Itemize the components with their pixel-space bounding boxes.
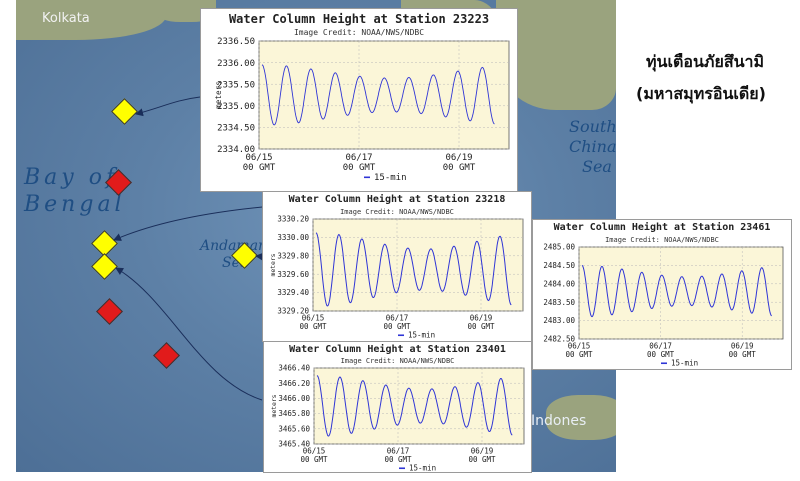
x-tick-label: 06/15	[245, 153, 272, 163]
land-india-coast	[16, 0, 166, 40]
y-tick-label: 3329.60	[277, 270, 309, 279]
y-tick-label: 2334.50	[217, 124, 255, 134]
series-line	[316, 375, 513, 437]
y-tick-label: 2336.00	[217, 59, 255, 69]
x-tick-label: 00 GMT	[343, 163, 376, 173]
chart-title: Water Column Height at Station 23218	[288, 194, 506, 205]
map-label-south-china-3: Sea	[582, 157, 612, 176]
legend-label: 15-min	[671, 359, 698, 368]
x-tick-label: 06/19	[470, 314, 493, 323]
chart-panel-23218: Water Column Height at Station 23218 Ima…	[262, 191, 532, 342]
x-tick-label: 06/19	[731, 342, 754, 351]
y-tick-label: 2334.00	[217, 145, 255, 155]
y-tick-label: 2336.50	[217, 37, 255, 47]
y-tick-label: 2335.00	[217, 102, 255, 112]
heading-line2: (มหาสมุทรอินเดีย)	[636, 84, 766, 103]
x-tick-label: 06/15	[303, 447, 326, 456]
y-tick-label: 3466.40	[278, 364, 310, 373]
x-tick-label: 00 GMT	[468, 455, 496, 464]
y-tick-label: 2484.50	[543, 261, 575, 270]
y-tick-label: 2335.50	[217, 80, 255, 90]
plot-area	[258, 40, 510, 150]
x-tick-label: 00 GMT	[729, 350, 757, 359]
series-line	[261, 64, 495, 126]
y-tick-label: 3329.80	[277, 251, 309, 260]
map-label-indonesia: Indones	[531, 413, 587, 429]
x-tick-label: 00 GMT	[243, 163, 276, 173]
x-tick-label: 06/19	[445, 153, 472, 163]
x-tick-label: 06/15	[302, 314, 325, 323]
chart-credit: Image Credit: NOAA/NWS/NDBC	[340, 357, 455, 365]
map-label-bay-line2: Bengal	[24, 192, 126, 217]
chart-plot-23223: 2336.50 2336.00 2335.50 2335.00 2334.50 2334.…	[214, 37, 510, 183]
x-tick-label: 06/19	[471, 447, 494, 456]
chart-plot-23461: 2485.00 2484.50 2484.00 2483.50 2483.00 2482.…	[543, 243, 784, 368]
chart-panel-23223: Water Column Height at Station 23223 Ima…	[200, 8, 518, 192]
legend-label: 15-min	[408, 331, 435, 340]
map-label-kolkata: Kolkata	[42, 11, 90, 26]
chart-title: Water Column Height at Station 23461	[553, 222, 771, 233]
map-label-bay-line1: Bay of	[24, 165, 119, 190]
chart-panel-23401: Water Column Height at Station 23401 Ima…	[263, 341, 532, 473]
y-tick-label: 3465.40	[278, 440, 310, 449]
chart-plot-23218: 3330.20 3330.00 3329.80 3329.60 3329.40 3329.…	[269, 215, 524, 340]
x-tick-label: 00 GMT	[443, 163, 476, 173]
y-axis-label: meters	[214, 81, 223, 109]
chart-credit: Image Credit: NOAA/NWS/NDBC	[340, 208, 454, 216]
y-tick-label: 3330.00	[277, 233, 309, 242]
y-tick-label: 3330.20	[277, 215, 309, 224]
x-tick-label: 00 GMT	[383, 322, 411, 331]
x-tick-label: 00 GMT	[467, 322, 495, 331]
chart-panel-23461: Water Column Height at Station 23461 Ima…	[532, 219, 792, 370]
x-tick-label: 06/17	[345, 153, 372, 163]
map-label-south-china-2: China	[569, 137, 616, 156]
y-tick-label: 3466.20	[278, 379, 310, 388]
y-tick-label: 2485.00	[543, 243, 575, 252]
x-tick-label: 00 GMT	[300, 455, 328, 464]
x-tick-label: 00 GMT	[565, 350, 593, 359]
series-line	[315, 232, 512, 307]
y-tick-label: 2483.00	[543, 316, 575, 325]
y-tick-label: 3329.20	[277, 307, 309, 316]
chart-credit: Image Credit: NOAA/NWS/NDBC	[293, 28, 425, 37]
x-tick-label: 00 GMT	[647, 350, 675, 359]
y-tick-label: 3329.40	[277, 288, 309, 297]
series-line	[581, 264, 772, 318]
legend-label: 15-min	[409, 464, 436, 473]
chart-title: Water Column Height at Station 23223	[228, 12, 490, 26]
map-label-south-china-1: South	[569, 117, 616, 136]
y-tick-label: 2482.50	[543, 335, 575, 344]
chart-title: Water Column Height at Station 23401	[289, 344, 506, 355]
x-tick-label: 06/15	[568, 342, 591, 351]
legend-label: 15-min	[374, 173, 407, 183]
x-tick-label: 00 GMT	[299, 322, 327, 331]
y-axis-label: meters	[270, 394, 278, 417]
x-tick-label: 06/17	[387, 447, 410, 456]
heading-line1: ทุ่นเตือนภัยสึนามิ	[646, 52, 765, 71]
y-tick-label: 2484.00	[543, 279, 575, 288]
chart-credit: Image Credit: NOAA/NWS/NDBC	[605, 236, 719, 244]
y-tick-label: 3465.60	[278, 424, 310, 433]
y-tick-label: 2483.50	[543, 298, 575, 307]
plot-area	[578, 246, 784, 340]
x-tick-label: 06/17	[386, 314, 409, 323]
land-indonesia	[546, 395, 616, 440]
y-tick-label: 3465.80	[278, 409, 310, 418]
x-tick-label: 06/17	[649, 342, 672, 351]
x-tick-label: 00 GMT	[384, 455, 412, 464]
y-axis-label: meters	[269, 253, 277, 276]
chart-plot-23401: 3466.40 3466.20 3466.00 3465.80 3465.60 3465.…	[270, 364, 525, 473]
y-tick-label: 3466.00	[278, 394, 310, 403]
